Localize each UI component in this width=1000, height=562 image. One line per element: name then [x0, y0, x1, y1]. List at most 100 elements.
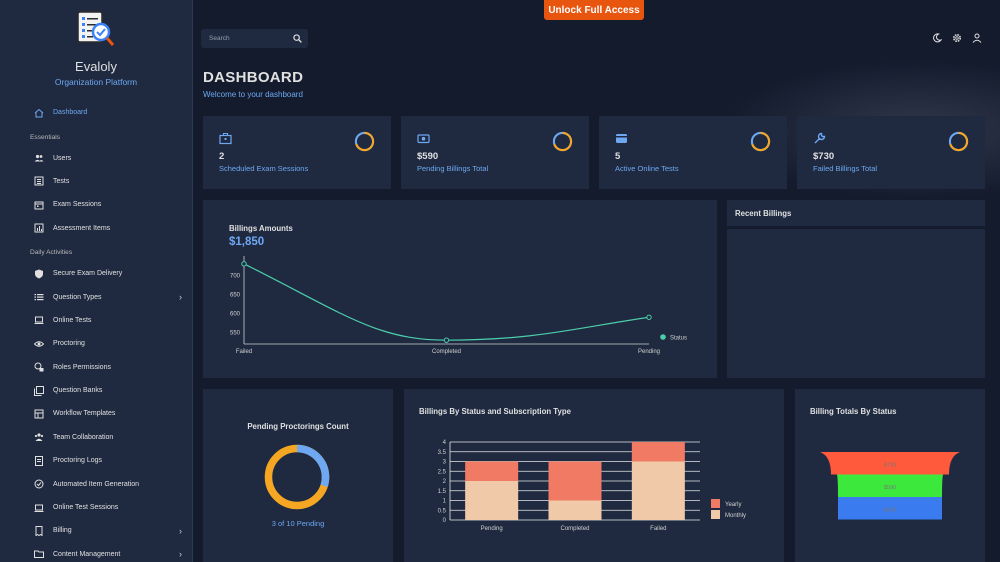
list-icon: [33, 292, 44, 303]
y-tick-label: 2: [443, 479, 447, 485]
people-icon: [33, 153, 44, 164]
template-icon: [33, 408, 44, 419]
x-tick-label: Completed: [560, 526, 589, 532]
recent-billings-header: Recent Billings: [727, 200, 985, 226]
data-point: [241, 261, 247, 267]
home-icon: [33, 107, 44, 118]
sidebar-item-content-management[interactable]: Content Management ›: [0, 543, 192, 562]
sidebar-item-billing[interactable]: Billing ›: [0, 519, 192, 542]
series-line-status: [243, 263, 650, 341]
sidebar-item-roles-permissions[interactable]: Roles Permissions: [0, 356, 192, 379]
sidebar-item-team-collaboration[interactable]: Team Collaboration: [0, 426, 192, 449]
sidebar-item-label: Content Management: [53, 550, 121, 558]
funnel-segment-failed: [820, 452, 960, 475]
pending-proctorings-panel: Pending Proctorings Count 3 of 10 Pendin…: [203, 389, 393, 562]
panel-title: Billings By Status and Subscription Type: [419, 407, 571, 416]
progress-ring: [552, 131, 573, 152]
billings-amounts-panel: Billings Amounts $1,850 550 600 650 700 Fail…: [203, 200, 717, 378]
dark-mode-icon[interactable]: [932, 33, 942, 43]
sidebar-item-users[interactable]: Users: [0, 146, 192, 169]
laptop-icon: [33, 502, 44, 513]
list-alt-icon: [33, 176, 44, 187]
y-tick-label: 1.5: [438, 489, 447, 495]
bar-monthly: [631, 461, 685, 520]
stat-value: 2: [219, 151, 225, 162]
stat-label: Failed Billings Total: [813, 164, 878, 173]
y-tick-label: 2.5: [438, 469, 447, 475]
sidebar-item-label: Question Types: [53, 293, 102, 301]
y-tick-label: 4: [443, 440, 447, 446]
sidebar-item-workflow-templates[interactable]: Workflow Templates: [0, 402, 192, 425]
sidebar-item-tests[interactable]: Tests: [0, 170, 192, 193]
sidebar-item-dashboard[interactable]: Dashboard: [0, 101, 192, 124]
progress-ring: [948, 131, 969, 152]
bar-monthly: [465, 481, 519, 520]
page-subtitle: Welcome to your dashboard: [203, 90, 303, 99]
wrench-icon: [814, 132, 826, 144]
gear-icon[interactable]: [952, 33, 962, 43]
data-point: [443, 337, 450, 343]
search-input[interactable]: [201, 35, 289, 42]
stat-label: Pending Billings Total: [417, 164, 489, 173]
brand-name: Evaloly: [75, 59, 117, 74]
topbar-actions: [932, 33, 982, 43]
billings-stacked-bar-chart: 0 0.5 1 1.5 2 2.5 3 3.5 4 Pending Completed Failed Y…: [438, 440, 746, 532]
panel-title: Billings Amounts: [229, 224, 293, 233]
shield-icon: [33, 268, 44, 279]
x-tick-label: Failed: [650, 526, 666, 532]
user-icon[interactable]: [972, 33, 982, 43]
chevron-right-icon: ›: [179, 549, 182, 560]
legend-label: Monthly: [725, 513, 746, 519]
y-tick-label: 3.5: [438, 450, 447, 456]
data-point: [646, 314, 652, 320]
donut-slice-pending: [296, 444, 330, 487]
sidebar-item-proctoring[interactable]: Proctoring: [0, 332, 192, 355]
sidebar-item-label: Question Banks: [53, 387, 103, 395]
unlock-full-access-button[interactable]: Unlock Full Access: [544, 0, 644, 20]
stat-value: $590: [417, 151, 439, 162]
sidebar-item-question-types[interactable]: Question Types ›: [0, 285, 192, 308]
billings-by-status-panel: Billings By Status and Subscription Type…: [404, 389, 784, 562]
x-tick-label: Pending: [638, 349, 660, 355]
sidebar-item-automated-item-generation[interactable]: Automated Item Generation: [0, 472, 192, 495]
panel-title: Billing Totals By Status: [810, 407, 897, 416]
folder-icon: [33, 549, 44, 560]
bar-yearly: [465, 461, 519, 481]
sidebar-item-question-banks[interactable]: Question Banks: [0, 379, 192, 402]
billing-funnel-chart: $730 $590 $530: [820, 452, 960, 520]
search-icon[interactable]: [293, 34, 302, 43]
billing-totals-panel: Billing Totals By Status $730 $590 $530: [795, 389, 985, 562]
sidebar-item-online-test-sessions[interactable]: Online Test Sessions: [0, 496, 192, 519]
sidebar-nav: Dashboard Essentials Users Tests Exam Se…: [0, 101, 192, 562]
progress-ring: [354, 131, 375, 152]
funnel-label: $730: [884, 462, 896, 468]
sidebar-item-secure-exam-delivery[interactable]: Secure Exam Delivery: [0, 262, 192, 285]
legend-label: Status: [670, 336, 687, 342]
logo-icon: [77, 11, 115, 46]
search-bar: [201, 29, 308, 48]
sidebar-item-label: Dashboard: [53, 109, 88, 117]
y-tick-label: 550: [230, 331, 241, 337]
y-tick-label: 0.5: [438, 508, 447, 514]
stat-card-pending-billings-total: $590 Pending Billings Total: [401, 116, 589, 189]
sidebar-item-label: Online Tests: [53, 316, 92, 324]
x-tick-label: Completed: [432, 349, 461, 355]
sidebar-item-online-tests[interactable]: Online Tests: [0, 309, 192, 332]
legend-marker: [660, 334, 666, 340]
sidebar-item-exam-sessions[interactable]: Exam Sessions: [0, 193, 192, 216]
library-icon: [33, 385, 44, 396]
funnel-segment-completed: [838, 497, 942, 520]
y-tick-label: 700: [230, 273, 241, 279]
sidebar-item-assessment-items[interactable]: Assessment Items: [0, 217, 192, 240]
chevron-right-icon: ›: [179, 525, 182, 536]
chart-box-icon: [33, 223, 44, 234]
y-tick-label: 650: [230, 292, 241, 298]
sidebar-item-proctoring-logs[interactable]: Proctoring Logs: [0, 449, 192, 472]
stat-label: Active Online Tests: [615, 164, 679, 173]
sidebar-item-label: Secure Exam Delivery: [53, 270, 123, 278]
legend-swatch: [711, 510, 720, 519]
document-icon: [33, 455, 44, 466]
section-daily-activities: Daily Activities: [30, 249, 73, 257]
laptop-icon: [33, 315, 44, 326]
sidebar-item-label: Users: [53, 154, 72, 162]
